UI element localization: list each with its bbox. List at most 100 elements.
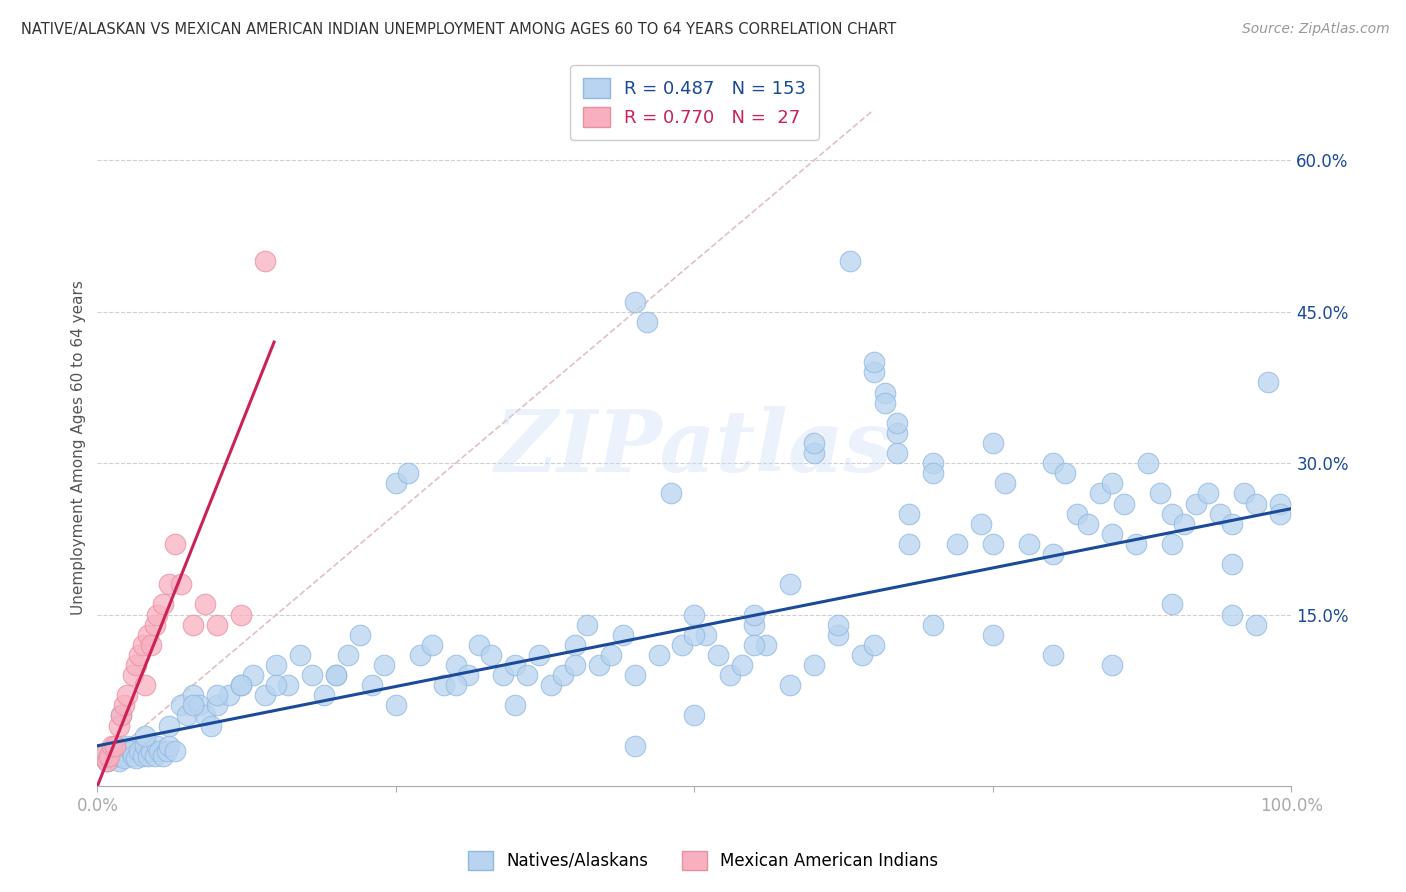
Point: [157, 718, 180, 732]
Point: [731, 658, 754, 673]
Point: [457, 668, 479, 682]
Point: [527, 648, 550, 662]
Point: [98, 748, 121, 763]
Point: [112, 751, 135, 765]
Point: [683, 607, 706, 622]
Point: [540, 678, 562, 692]
Point: [492, 668, 515, 682]
Point: [218, 689, 240, 703]
Point: [551, 668, 574, 682]
Text: Source: ZipAtlas.com: Source: ZipAtlas.com: [1241, 22, 1389, 37]
Point: [803, 658, 825, 673]
Point: [134, 739, 156, 753]
Point: [143, 748, 166, 763]
Point: [163, 537, 186, 551]
Point: [157, 577, 180, 591]
Point: [946, 537, 969, 551]
Point: [122, 748, 145, 763]
Point: [707, 648, 730, 662]
Y-axis label: Unemployment Among Ages 60 to 64 years: Unemployment Among Ages 60 to 64 years: [72, 281, 86, 615]
Point: [1161, 598, 1184, 612]
Point: [1220, 557, 1243, 571]
Point: [970, 516, 993, 531]
Point: [1101, 658, 1123, 673]
Point: [266, 678, 288, 692]
Point: [1053, 467, 1076, 481]
Point: [599, 648, 621, 662]
Point: [115, 689, 138, 703]
Point: [205, 698, 228, 713]
Point: [112, 698, 135, 713]
Point: [104, 739, 127, 753]
Point: [1042, 648, 1064, 662]
Point: [200, 718, 222, 732]
Point: [108, 718, 131, 732]
Point: [337, 648, 360, 662]
Point: [132, 638, 155, 652]
Point: [100, 739, 122, 753]
Point: [96, 754, 118, 768]
Point: [96, 754, 118, 768]
Point: [1244, 497, 1267, 511]
Point: [1137, 456, 1160, 470]
Point: [385, 476, 408, 491]
Point: [623, 739, 645, 753]
Point: [163, 744, 186, 758]
Point: [128, 648, 150, 662]
Point: [290, 648, 312, 662]
Point: [104, 748, 127, 763]
Point: [1090, 486, 1112, 500]
Point: [152, 748, 174, 763]
Point: [325, 668, 347, 682]
Point: [1209, 507, 1232, 521]
Point: [361, 678, 384, 692]
Point: [742, 607, 765, 622]
Point: [1101, 476, 1123, 491]
Point: [1233, 486, 1256, 500]
Point: [187, 698, 209, 713]
Point: [803, 436, 825, 450]
Point: [647, 648, 669, 662]
Point: [1125, 537, 1147, 551]
Point: [1077, 516, 1099, 531]
Text: NATIVE/ALASKAN VS MEXICAN AMERICAN INDIAN UNEMPLOYMENT AMONG AGES 60 TO 64 YEARS: NATIVE/ALASKAN VS MEXICAN AMERICAN INDIA…: [21, 22, 897, 37]
Point: [1197, 486, 1219, 500]
Point: [564, 638, 586, 652]
Point: [742, 638, 765, 652]
Point: [349, 628, 371, 642]
Point: [1161, 537, 1184, 551]
Point: [194, 708, 217, 723]
Point: [253, 254, 276, 268]
Point: [325, 668, 347, 682]
Point: [136, 628, 159, 642]
Point: [922, 456, 945, 470]
Point: [898, 537, 921, 551]
Point: [170, 577, 193, 591]
Point: [588, 658, 610, 673]
Point: [827, 628, 849, 642]
Point: [1173, 516, 1195, 531]
Point: [242, 668, 264, 682]
Point: [205, 689, 228, 703]
Point: [1042, 547, 1064, 561]
Point: [851, 648, 873, 662]
Point: [91, 748, 114, 763]
Point: [1244, 617, 1267, 632]
Point: [91, 748, 114, 763]
Point: [100, 751, 122, 765]
Point: [301, 668, 323, 682]
Point: [742, 617, 765, 632]
Point: [124, 751, 146, 765]
Point: [373, 658, 395, 673]
Point: [564, 658, 586, 673]
Point: [981, 436, 1004, 450]
Point: [503, 698, 526, 713]
Point: [115, 739, 138, 753]
Point: [420, 638, 443, 652]
Point: [827, 617, 849, 632]
Point: [229, 678, 252, 692]
Point: [683, 628, 706, 642]
Point: [444, 678, 467, 692]
Point: [875, 385, 897, 400]
Point: [481, 648, 503, 662]
